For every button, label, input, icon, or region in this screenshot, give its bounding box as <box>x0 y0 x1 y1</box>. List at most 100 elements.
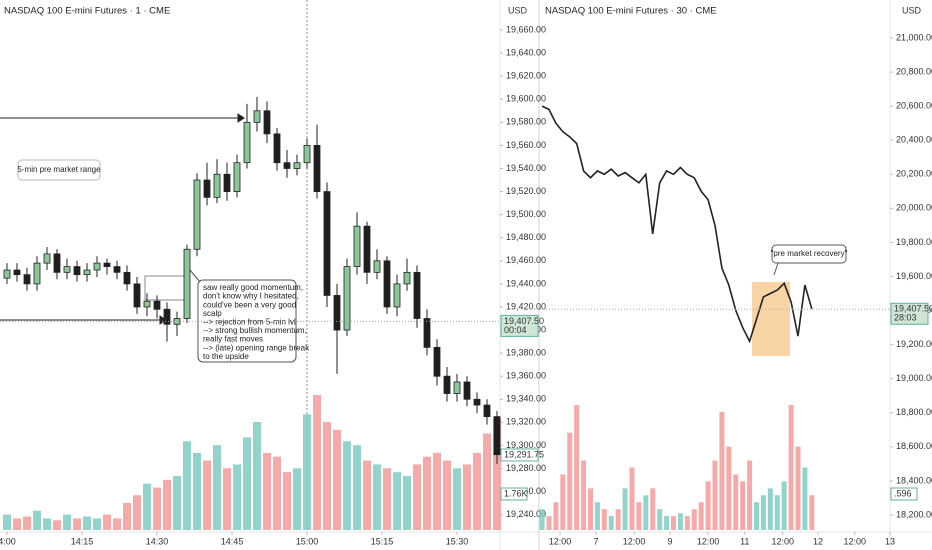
price-label: 19,291.75 <box>504 449 544 459</box>
volume-bar <box>73 518 81 530</box>
candle-body <box>423 318 431 348</box>
candle-body <box>383 260 391 308</box>
candle-body <box>163 308 171 325</box>
candle-body <box>203 179 211 198</box>
candle-body <box>103 262 111 267</box>
x-tick-label: 12:00 <box>549 536 572 546</box>
x-tick-label: 7 <box>594 536 599 546</box>
countdown: 00:04 <box>504 325 527 335</box>
price-label: 19,407.50 <box>894 304 932 314</box>
volume-bar <box>643 495 649 530</box>
candle-body <box>363 225 371 273</box>
candle-body <box>313 145 321 192</box>
y-tick-label: 19,440.00 <box>506 278 546 288</box>
volume-bar <box>113 518 121 530</box>
y-tick-label: 19,660.00 <box>506 24 546 34</box>
candle-body <box>83 269 91 276</box>
volume-bar <box>253 422 261 530</box>
candle-body <box>73 266 81 276</box>
candle-body <box>283 162 291 169</box>
candle-body <box>113 266 121 273</box>
volume-bar <box>453 468 461 530</box>
note-box <box>771 244 847 264</box>
y-tick-label: 19,540.00 <box>506 163 546 173</box>
y-tick-label: 19,640.00 <box>506 47 546 57</box>
volume-bar <box>93 518 101 530</box>
volume-bar <box>795 446 801 530</box>
currency: USD <box>508 5 528 15</box>
volume-bar <box>553 502 559 530</box>
price-line <box>541 105 813 344</box>
y-tick-label: 20,000.00 <box>896 203 932 213</box>
volume-bar <box>677 513 683 530</box>
volume-bar <box>483 433 491 530</box>
volume-bar <box>691 509 697 530</box>
currency: USD <box>902 5 922 15</box>
candle-body <box>133 283 141 308</box>
x-tick-label: 12:00 <box>843 536 866 546</box>
callout-line: scalp <box>203 309 222 318</box>
volume-bar <box>539 509 545 530</box>
volume-bar <box>560 474 566 530</box>
candle-body <box>373 260 381 273</box>
volume-bar <box>463 464 471 530</box>
volume-bar <box>333 429 341 530</box>
candle-body <box>453 381 461 394</box>
volume-bar <box>788 405 794 530</box>
volume-bar <box>670 516 676 530</box>
volume-bar <box>193 452 201 530</box>
volume-bar <box>629 467 635 530</box>
volume-bar <box>608 516 614 530</box>
volume-bar <box>353 445 361 530</box>
volume-bar <box>173 476 181 530</box>
x-tick-label: 11 <box>740 536 749 546</box>
volume-bar <box>293 468 301 530</box>
candle-body <box>213 173 221 198</box>
volume-bar <box>243 437 251 530</box>
volume-bar <box>103 514 111 530</box>
volume-bar <box>443 460 451 530</box>
candle-body <box>93 262 101 271</box>
callout-line: saw really good momentum, <box>203 283 303 292</box>
candle-body <box>413 271 421 319</box>
candle-body <box>323 191 331 296</box>
volume-bar <box>213 445 221 530</box>
y-tick-label: 18,800.00 <box>896 407 932 417</box>
volume-label-box <box>890 487 918 501</box>
y-tick-label: 19,420.00 <box>506 301 546 311</box>
price-label-box <box>500 448 539 462</box>
volume-bar <box>567 432 573 530</box>
candle-body <box>473 398 481 406</box>
x-tick-label: 12 <box>813 536 823 546</box>
x-tick-label: 14:15 <box>71 536 94 546</box>
volume-bar <box>601 509 607 530</box>
candle-body <box>393 283 401 308</box>
volume-bar <box>153 487 161 530</box>
candle-body <box>483 404 491 417</box>
volume-bar <box>43 518 51 530</box>
candle-body <box>353 225 361 267</box>
x-tick-label: 9 <box>668 536 673 546</box>
note: "pre market recovery" <box>771 249 848 258</box>
volume-bar <box>343 441 351 530</box>
volume-bar <box>733 474 739 530</box>
volume-bar <box>664 516 670 530</box>
callout-line: --> rejection from 5-min lvl <box>203 318 296 327</box>
volume-bar <box>183 441 191 530</box>
candle-body <box>123 271 131 285</box>
volume-label: .596 <box>894 488 912 498</box>
price-label-box <box>890 302 929 325</box>
volume-bar <box>747 460 753 530</box>
candle-body <box>43 253 51 264</box>
volume-bar <box>767 488 773 530</box>
y-tick-label: 20,200.00 <box>896 169 932 179</box>
volume-bar <box>587 488 593 530</box>
y-tick-label: 20,400.00 <box>896 135 932 145</box>
volume-bar <box>615 509 621 530</box>
callout-pointer <box>189 269 201 283</box>
volume-bar <box>13 518 21 530</box>
x-tick-label: 15:30 <box>446 536 469 546</box>
candle-body <box>293 162 301 169</box>
arrows <box>0 113 245 325</box>
y-tick-label: 19,800.00 <box>896 237 932 247</box>
